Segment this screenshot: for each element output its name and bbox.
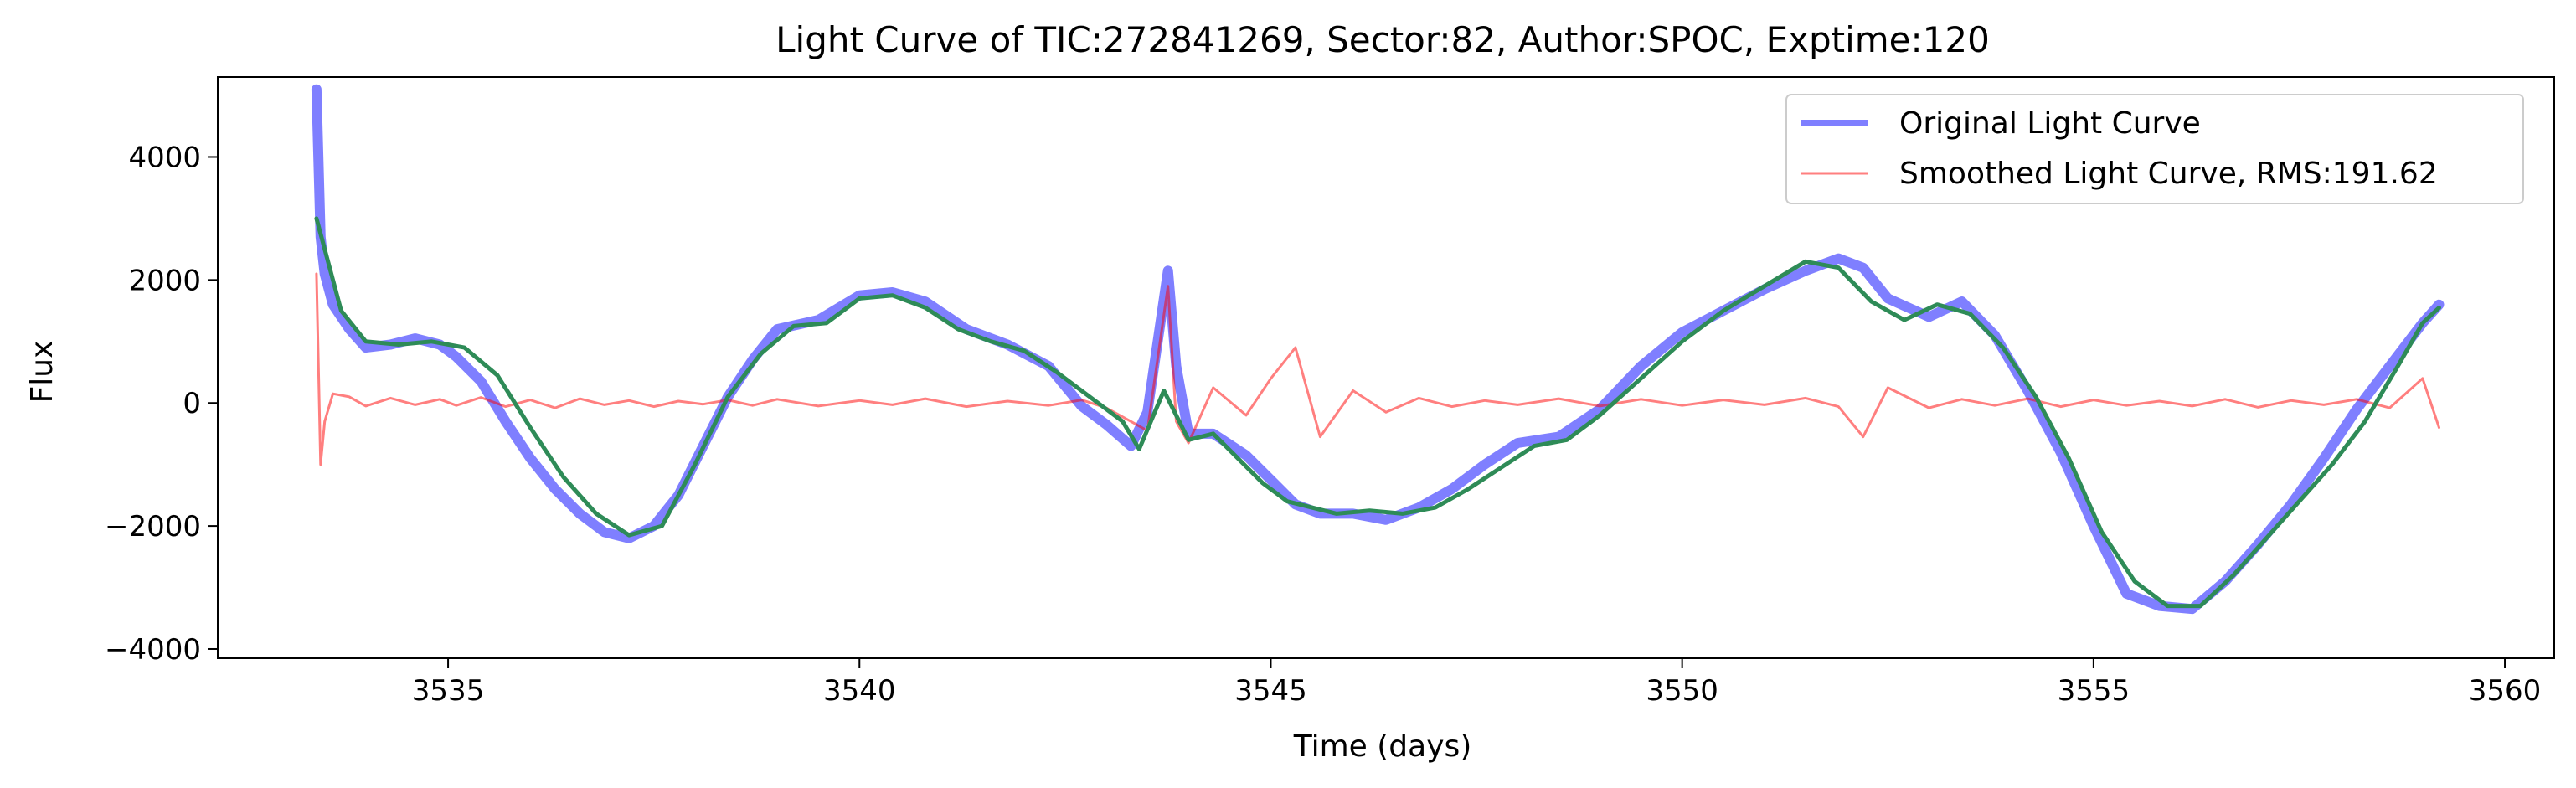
legend: Original Light Curve Smoothed Light Curv…	[1785, 94, 2524, 204]
chart-title: Light Curve of TIC:272841269, Sector:82,…	[775, 19, 1990, 60]
plot-frame	[217, 76, 2555, 659]
x-tick-label: 3555	[2058, 674, 2130, 708]
y-tick-label: 2000	[128, 264, 201, 297]
y-tick-label: 4000	[128, 141, 201, 174]
series-line-1	[315, 272, 2440, 466]
legend-label-smoothed: Smoothed Light Curve, RMS:191.62	[1899, 157, 2438, 191]
x-tick-label: 3550	[1646, 674, 1718, 708]
y-tick-label: −4000	[105, 633, 201, 667]
x-tick-label: 3540	[823, 674, 896, 708]
y-axis: −4000 −2000 0 2000 4000	[105, 141, 218, 667]
x-tick-label: 3560	[2469, 674, 2542, 708]
y-tick-label: −2000	[105, 510, 201, 543]
series-layer	[311, 84, 2445, 615]
legend-label-original: Original Light Curve	[1899, 106, 2201, 141]
x-axis-title: Time (days)	[1293, 729, 1472, 764]
y-tick-label: 0	[183, 387, 201, 420]
legend-box	[1785, 94, 2524, 204]
x-axis: 3535 3540 3545 3550 3555 3560	[412, 658, 2542, 708]
x-tick-label: 3535	[412, 674, 485, 708]
x-tick-label: 3545	[1234, 674, 1307, 708]
y-axis-title: Flux	[25, 341, 59, 404]
series-line-2	[314, 216, 2441, 609]
